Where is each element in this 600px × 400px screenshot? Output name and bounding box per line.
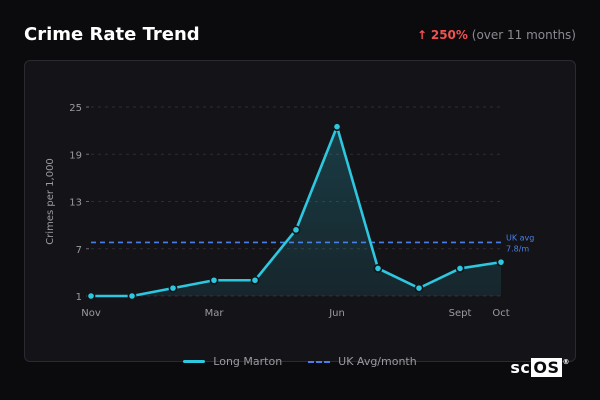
x-tick-label: Jun: [328, 308, 345, 319]
data-point[interactable]: [209, 275, 219, 285]
legend-swatch-series: [183, 360, 206, 363]
change-summary: ↑ 250% (over 11 months): [417, 28, 576, 42]
y-tick-label: 13: [69, 198, 82, 209]
data-point[interactable]: [373, 264, 383, 273]
y-axis-ticks: 1 7 13 19 25: [69, 103, 89, 303]
legend: Long Marton UK Avg/month: [0, 355, 600, 368]
y-tick-label: 25: [69, 103, 82, 114]
reference-layer: UK avg 7.8/m: [91, 233, 534, 253]
area-layer: [91, 126, 501, 296]
y-tick-label: 1: [76, 292, 82, 303]
data-point[interactable]: [250, 275, 260, 285]
data-point[interactable]: [168, 283, 178, 293]
data-point[interactable]: [496, 257, 506, 267]
x-tick-label: Sept: [449, 308, 472, 319]
data-point[interactable]: [127, 291, 137, 301]
reference-label-line2: 7.8/m: [506, 244, 529, 253]
data-point[interactable]: [332, 122, 342, 132]
data-point[interactable]: [86, 291, 96, 301]
y-tick-label: 19: [69, 150, 82, 161]
x-tick-label: Mar: [205, 308, 225, 319]
series-area: [91, 126, 501, 296]
brand-logo: sc OS ®: [510, 358, 570, 377]
change-arrow: ↑: [416, 28, 428, 42]
legend-item-reference[interactable]: UK Avg/month: [308, 355, 417, 368]
y-tick-label: 7: [76, 245, 82, 256]
point-layer: [86, 122, 506, 301]
legend-swatch-reference: [308, 360, 331, 363]
data-point[interactable]: [414, 283, 424, 293]
legend-label-reference: UK Avg/month: [338, 355, 417, 368]
data-point[interactable]: [291, 225, 301, 235]
legend-item-series[interactable]: Long Marton: [183, 355, 282, 368]
data-point[interactable]: [455, 264, 465, 273]
change-percent: 250%: [430, 28, 468, 42]
y-axis-label: Crimes per 1,000: [45, 158, 56, 245]
change-period: (over 11 months): [471, 28, 576, 42]
x-axis-ticks: Nov Mar Jun Sept Oct: [81, 308, 509, 319]
chart-title: Crime Rate Trend: [24, 24, 200, 45]
legend-label-series: Long Marton: [213, 355, 283, 368]
reference-label-line1: UK avg: [506, 233, 534, 242]
chart-card: [24, 60, 576, 362]
x-tick-label: Nov: [81, 308, 101, 319]
x-tick-label: Oct: [492, 308, 509, 319]
